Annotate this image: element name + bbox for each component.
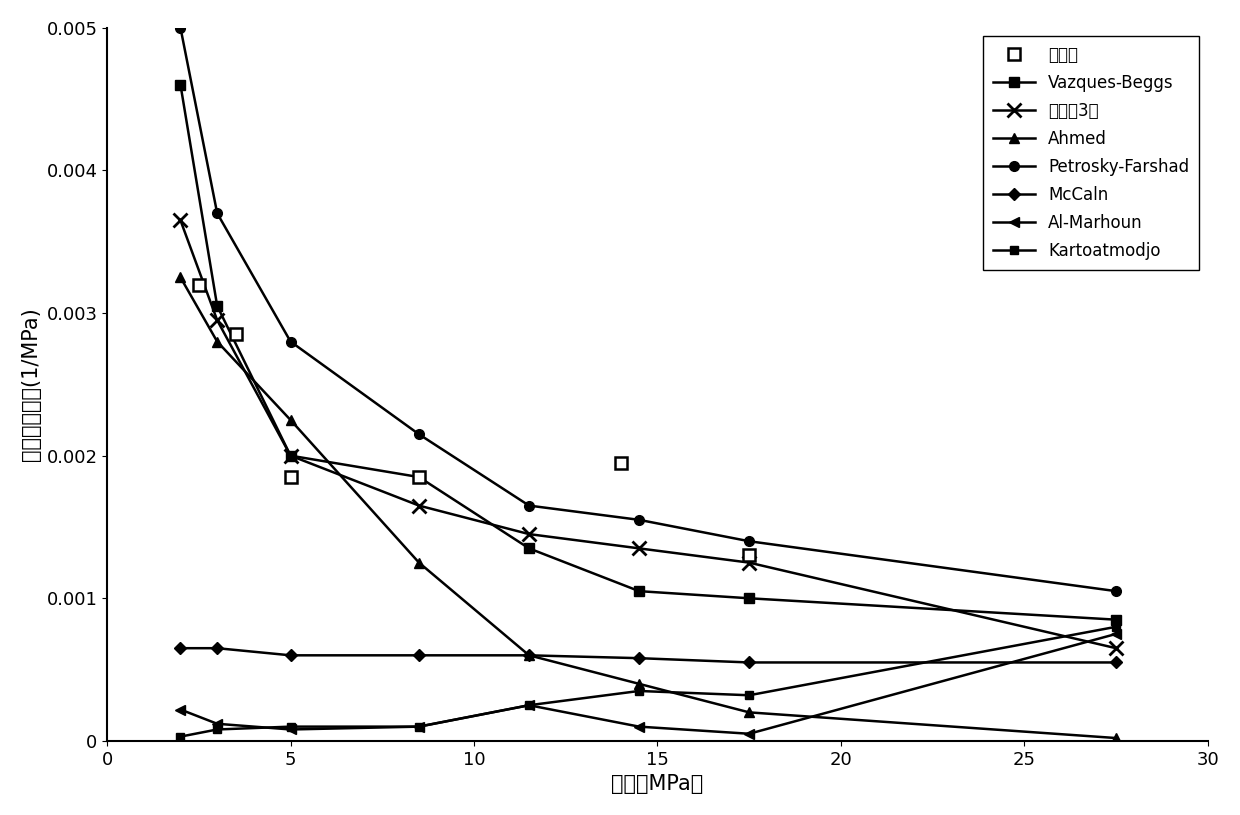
Kartoatmodjo — [210, 725, 224, 734]
Al-Marhoun — [742, 729, 756, 738]
公式（3） — [1109, 643, 1123, 653]
McCaln — [742, 658, 756, 667]
Kartoatmodjo — [412, 722, 427, 732]
McCaln — [522, 650, 537, 660]
Ahmed — [283, 415, 298, 425]
公式（3） — [742, 557, 756, 567]
Legend: 实验值, Vazques-Beggs, 公式（3）, Ahmed, Petrosky-Farshad, McCaln, Al-Marhoun, Kartoatm: 实验值, Vazques-Beggs, 公式（3）, Ahmed, Petros… — [983, 36, 1199, 270]
Kartoatmodjo — [522, 700, 537, 710]
公式（3） — [174, 215, 188, 225]
Vazques-Beggs — [210, 301, 224, 311]
Vazques-Beggs — [1109, 615, 1123, 624]
X-axis label: 压力（MPa）: 压力（MPa） — [611, 774, 703, 794]
实验值 — [228, 329, 243, 339]
Petrosky-Farshad — [742, 536, 756, 546]
实验值 — [283, 472, 298, 482]
Kartoatmodjo — [742, 690, 756, 700]
McCaln — [210, 643, 224, 653]
Ahmed — [631, 679, 646, 689]
Line: McCaln: McCaln — [176, 644, 1120, 667]
Petrosky-Farshad — [210, 209, 224, 218]
Petrosky-Farshad — [283, 337, 298, 346]
Petrosky-Farshad — [174, 23, 188, 33]
Ahmed — [522, 650, 537, 660]
Al-Marhoun — [522, 700, 537, 710]
Kartoatmodjo — [1109, 622, 1123, 632]
Al-Marhoun — [210, 719, 224, 729]
Ahmed — [174, 272, 188, 282]
Al-Marhoun — [174, 705, 188, 715]
McCaln — [412, 650, 427, 660]
公式（3） — [283, 451, 298, 460]
Vazques-Beggs — [522, 544, 537, 553]
Petrosky-Farshad — [522, 500, 537, 510]
Al-Marhoun — [283, 725, 298, 734]
McCaln — [283, 650, 298, 660]
Al-Marhoun — [1109, 629, 1123, 639]
公式（3） — [412, 500, 427, 510]
公式（3） — [210, 315, 224, 325]
Vazques-Beggs — [631, 586, 646, 596]
Ahmed — [210, 337, 224, 346]
Al-Marhoun — [631, 722, 646, 732]
McCaln — [174, 643, 188, 653]
Vazques-Beggs — [742, 593, 756, 603]
Line: Vazques-Beggs: Vazques-Beggs — [176, 80, 1121, 624]
Ahmed — [742, 707, 756, 717]
Line: 公式（3）: 公式（3） — [174, 214, 1123, 655]
实验值 — [412, 472, 427, 482]
Line: Al-Marhoun: Al-Marhoun — [176, 629, 1121, 738]
Kartoatmodjo — [174, 732, 188, 742]
实验值 — [191, 280, 206, 289]
Kartoatmodjo — [283, 722, 298, 732]
McCaln — [631, 654, 646, 663]
公式（3） — [522, 529, 537, 539]
Petrosky-Farshad — [631, 515, 646, 525]
Vazques-Beggs — [174, 80, 188, 90]
公式（3） — [631, 544, 646, 553]
Line: 实验值: 实验值 — [192, 278, 755, 562]
实验值 — [742, 551, 756, 561]
Vazques-Beggs — [412, 472, 427, 482]
Vazques-Beggs — [283, 451, 298, 460]
Y-axis label: 原油压缩系数(1/MPa): 原油压缩系数(1/MPa) — [21, 307, 41, 461]
Line: Petrosky-Farshad: Petrosky-Farshad — [176, 23, 1121, 596]
Line: Kartoatmodjo: Kartoatmodjo — [176, 623, 1120, 741]
Ahmed — [412, 557, 427, 567]
Petrosky-Farshad — [1109, 586, 1123, 596]
Line: Ahmed: Ahmed — [176, 272, 1121, 743]
实验值 — [614, 458, 629, 468]
Kartoatmodjo — [631, 686, 646, 696]
Petrosky-Farshad — [412, 430, 427, 439]
Al-Marhoun — [412, 722, 427, 732]
Ahmed — [1109, 734, 1123, 743]
McCaln — [1109, 658, 1123, 667]
